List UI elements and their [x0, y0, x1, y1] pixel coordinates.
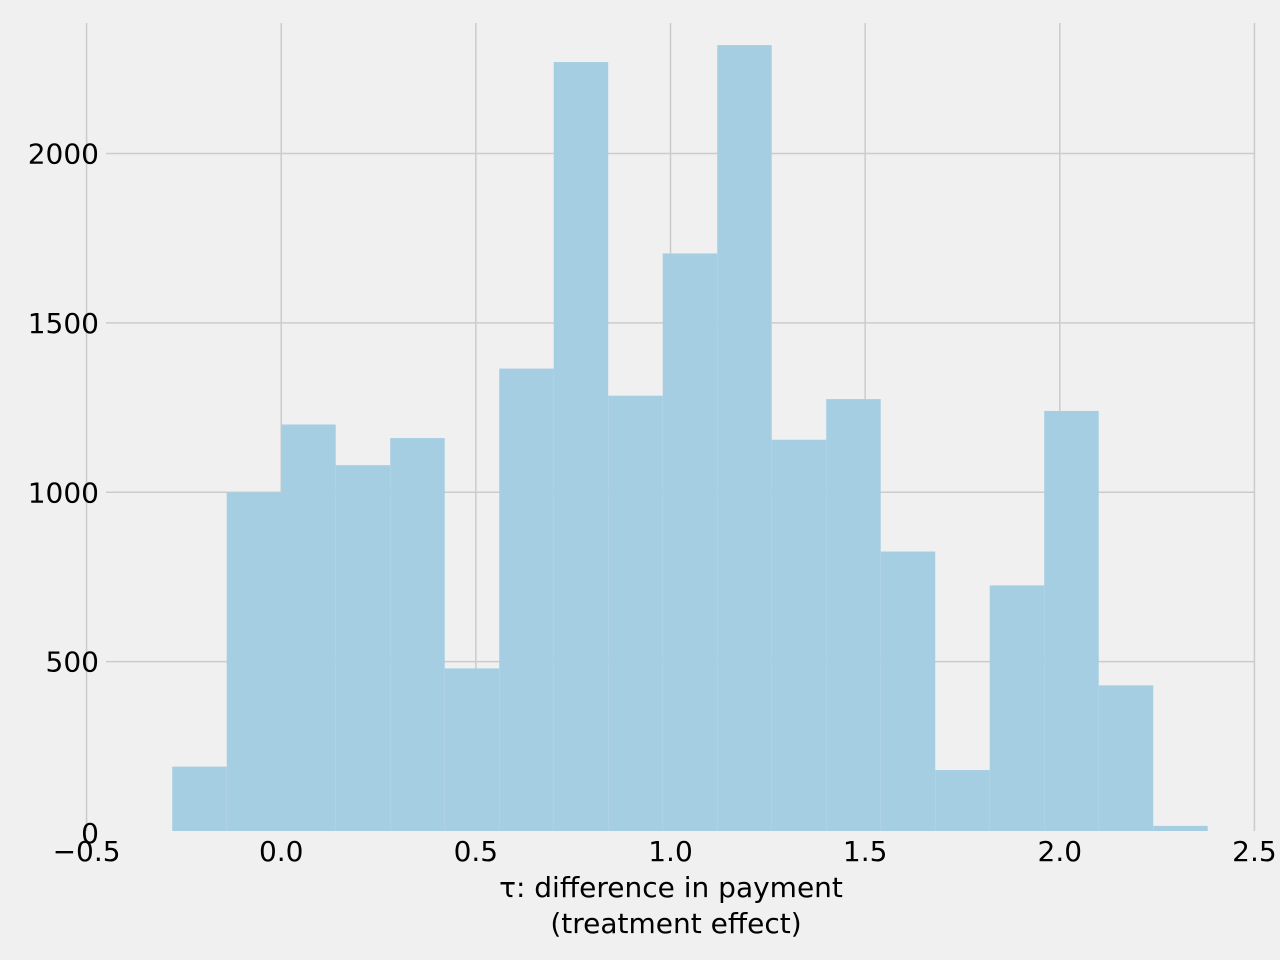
- histogram-bar: [880, 551, 936, 831]
- histogram-bar: [771, 439, 827, 831]
- x-tick-label: 0.5: [454, 835, 499, 868]
- histogram-bar: [1044, 410, 1099, 831]
- y-tick-label: 1500: [28, 307, 99, 340]
- x-tick-label: 1.5: [843, 835, 888, 868]
- y-tick-label: 500: [46, 646, 99, 679]
- histogram-bar: [717, 45, 772, 832]
- histogram-bar: [390, 438, 445, 831]
- histogram-bar: [608, 395, 663, 831]
- x-tick-label: 2.0: [1038, 835, 1083, 868]
- histogram-bar: [826, 399, 881, 831]
- x-tick-label: 0.0: [259, 835, 304, 868]
- histogram-bar: [935, 770, 990, 831]
- y-tick-label: 1000: [28, 476, 99, 509]
- histogram-bar: [172, 766, 227, 831]
- x-tick-label: 1.0: [648, 835, 693, 868]
- histogram-bar: [335, 465, 391, 831]
- x-axis-tick-labels: −0.5 0.0 0.5 1.0 1.5 2.0 2.5: [53, 835, 1277, 868]
- histogram-bar: [281, 424, 336, 831]
- x-axis-title: τ: difference in payment (treatment effe…: [499, 871, 843, 940]
- y-tick-label: 2000: [28, 138, 99, 171]
- histogram-bar: [226, 492, 282, 831]
- histogram-bar: [662, 253, 718, 831]
- histogram-bar: [444, 668, 500, 831]
- x-tick-label: 2.5: [1232, 835, 1277, 868]
- histogram-bar: [553, 62, 609, 832]
- x-tick-label: −0.5: [53, 835, 121, 868]
- y-axis-tick-labels: 0 500 1000 1500 2000: [28, 138, 99, 851]
- x-axis-title-line-1: τ: difference in payment: [499, 871, 843, 904]
- histogram-bar: [1153, 825, 1208, 831]
- y-tick-label: 0: [81, 817, 99, 850]
- x-axis-title-line-2: (treatment effect): [550, 907, 801, 940]
- histogram-bar: [499, 368, 554, 831]
- histogram-bar: [989, 585, 1045, 831]
- histogram-bars: [172, 45, 1208, 832]
- histogram-bar: [1098, 685, 1154, 831]
